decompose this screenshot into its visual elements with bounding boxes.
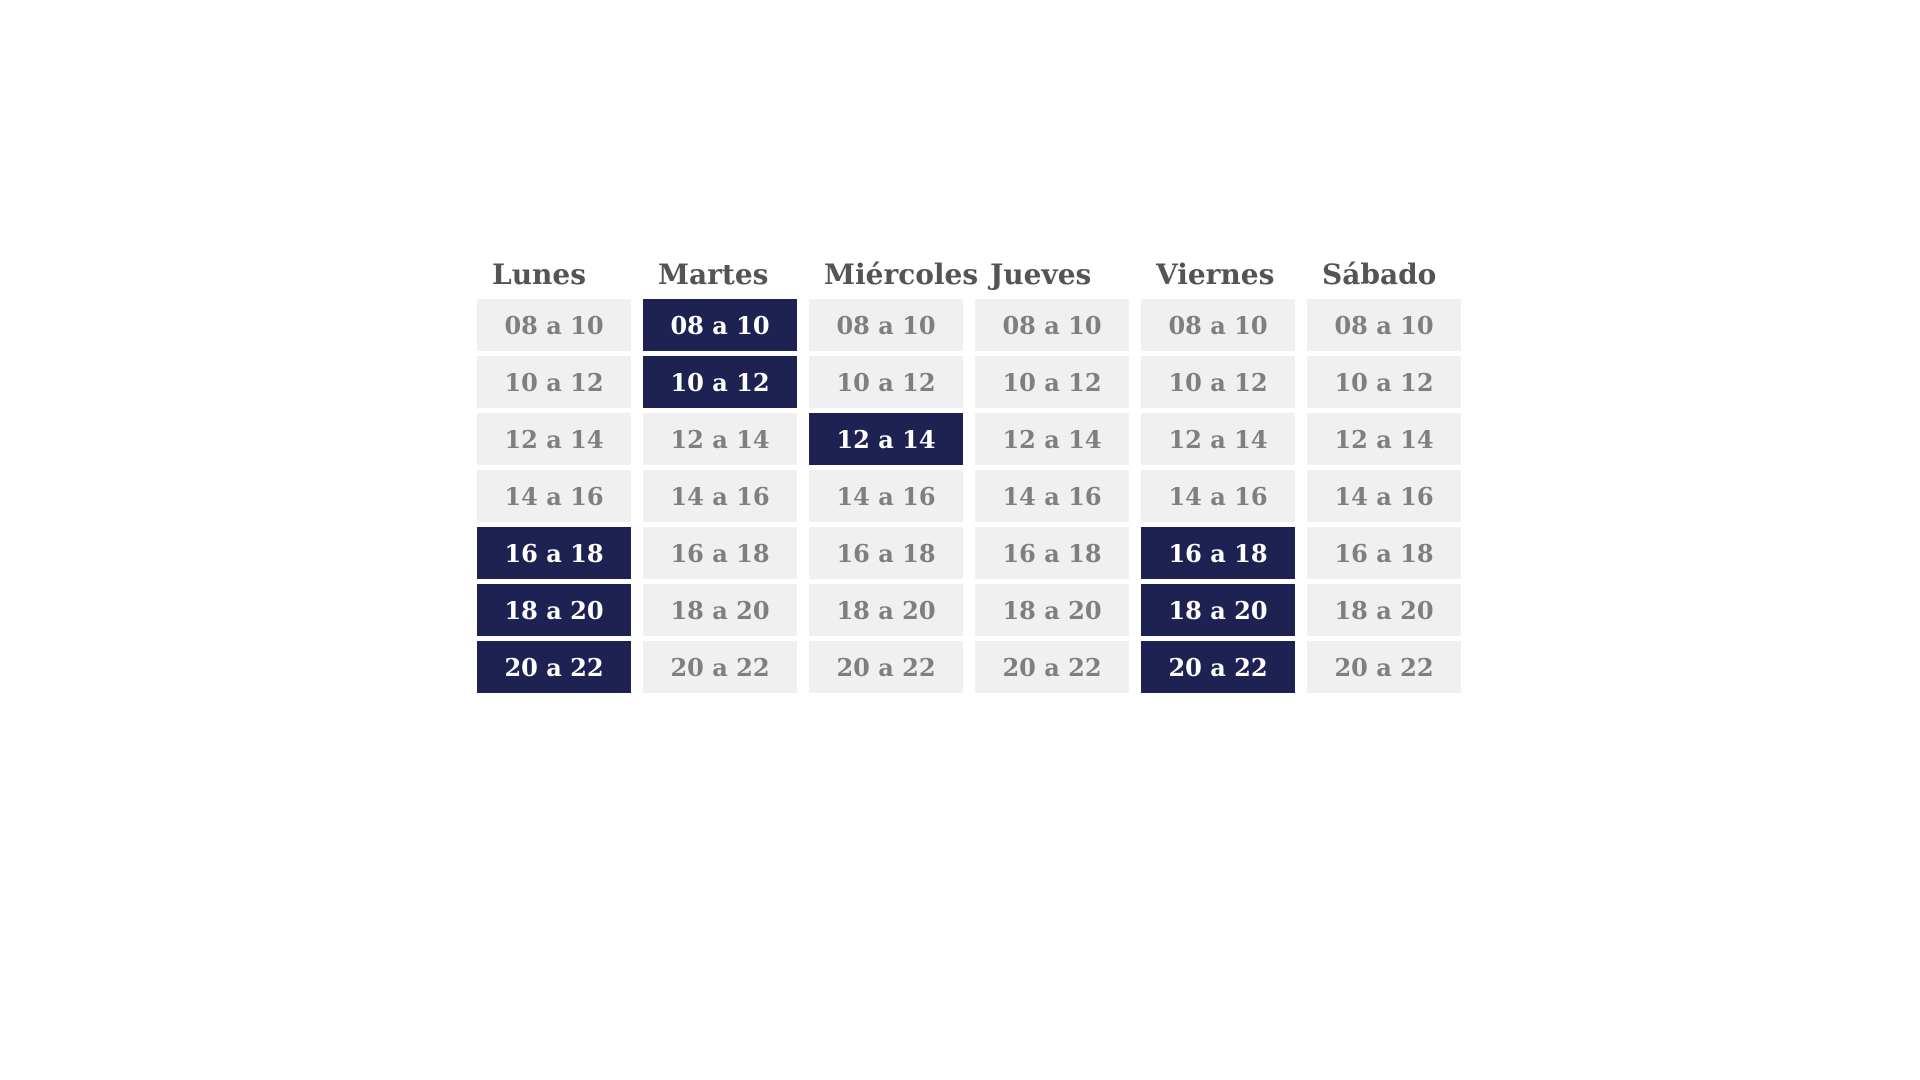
day-header: Jueves bbox=[990, 258, 1092, 291]
time-slot[interactable]: 10 a 12 bbox=[1141, 356, 1295, 408]
weekly-schedule-grid: Lunes 08 a 10 10 a 12 12 a 14 14 a 16 16… bbox=[477, 251, 1461, 698]
time-slot[interactable]: 16 a 18 bbox=[643, 527, 797, 579]
time-slot-selected[interactable]: 12 a 14 bbox=[809, 413, 963, 465]
time-slot[interactable]: 10 a 12 bbox=[477, 356, 631, 408]
time-slot[interactable]: 14 a 16 bbox=[809, 470, 963, 522]
time-slot-selected[interactable]: 08 a 10 bbox=[643, 299, 797, 351]
day-header: Viernes bbox=[1156, 258, 1275, 291]
time-slot-selected[interactable]: 16 a 18 bbox=[477, 527, 631, 579]
time-slot[interactable]: 08 a 10 bbox=[477, 299, 631, 351]
time-slot[interactable]: 14 a 16 bbox=[477, 470, 631, 522]
time-slot[interactable]: 20 a 22 bbox=[975, 641, 1129, 693]
time-slot-selected[interactable]: 18 a 20 bbox=[477, 584, 631, 636]
time-slot[interactable]: 10 a 12 bbox=[1307, 356, 1461, 408]
time-slot[interactable]: 12 a 14 bbox=[477, 413, 631, 465]
day-column-viernes: Viernes 08 a 10 10 a 12 12 a 14 14 a 16 … bbox=[1141, 251, 1295, 698]
time-slot[interactable]: 16 a 18 bbox=[809, 527, 963, 579]
time-slot-selected[interactable]: 16 a 18 bbox=[1141, 527, 1295, 579]
day-column-lunes: Lunes 08 a 10 10 a 12 12 a 14 14 a 16 16… bbox=[477, 251, 631, 698]
day-header: Sábado bbox=[1322, 258, 1437, 291]
time-slot[interactable]: 12 a 14 bbox=[1141, 413, 1295, 465]
time-slot[interactable]: 20 a 22 bbox=[809, 641, 963, 693]
time-slot[interactable]: 14 a 16 bbox=[975, 470, 1129, 522]
time-slot-selected[interactable]: 10 a 12 bbox=[643, 356, 797, 408]
time-slot[interactable]: 14 a 16 bbox=[1141, 470, 1295, 522]
time-slot[interactable]: 18 a 20 bbox=[1307, 584, 1461, 636]
day-header: Martes bbox=[658, 258, 769, 291]
time-slot-selected[interactable]: 20 a 22 bbox=[477, 641, 631, 693]
time-slot[interactable]: 08 a 10 bbox=[975, 299, 1129, 351]
time-slot[interactable]: 20 a 22 bbox=[643, 641, 797, 693]
day-column-jueves: Jueves 08 a 10 10 a 12 12 a 14 14 a 16 1… bbox=[975, 251, 1129, 698]
day-column-martes: Martes 08 a 10 10 a 12 12 a 14 14 a 16 1… bbox=[643, 251, 797, 698]
time-slot[interactable]: 12 a 14 bbox=[1307, 413, 1461, 465]
time-slot[interactable]: 08 a 10 bbox=[809, 299, 963, 351]
time-slot[interactable]: 18 a 20 bbox=[809, 584, 963, 636]
time-slot[interactable]: 16 a 18 bbox=[1307, 527, 1461, 579]
time-slot-selected[interactable]: 18 a 20 bbox=[1141, 584, 1295, 636]
time-slot[interactable]: 12 a 14 bbox=[975, 413, 1129, 465]
time-slot[interactable]: 10 a 12 bbox=[975, 356, 1129, 408]
time-slot[interactable]: 20 a 22 bbox=[1307, 641, 1461, 693]
day-column-miercoles: Miércoles 08 a 10 10 a 12 12 a 14 14 a 1… bbox=[809, 251, 979, 698]
time-slot[interactable]: 08 a 10 bbox=[1141, 299, 1295, 351]
time-slot[interactable]: 10 a 12 bbox=[809, 356, 963, 408]
time-slot[interactable]: 18 a 20 bbox=[643, 584, 797, 636]
time-slot[interactable]: 14 a 16 bbox=[1307, 470, 1461, 522]
time-slot[interactable]: 12 a 14 bbox=[643, 413, 797, 465]
time-slot[interactable]: 18 a 20 bbox=[975, 584, 1129, 636]
time-slot[interactable]: 08 a 10 bbox=[1307, 299, 1461, 351]
time-slot[interactable]: 16 a 18 bbox=[975, 527, 1129, 579]
day-column-sabado: Sábado 08 a 10 10 a 12 12 a 14 14 a 16 1… bbox=[1307, 251, 1461, 698]
day-header: Lunes bbox=[492, 258, 586, 291]
time-slot[interactable]: 14 a 16 bbox=[643, 470, 797, 522]
time-slot-selected[interactable]: 20 a 22 bbox=[1141, 641, 1295, 693]
day-header: Miércoles bbox=[824, 258, 979, 291]
